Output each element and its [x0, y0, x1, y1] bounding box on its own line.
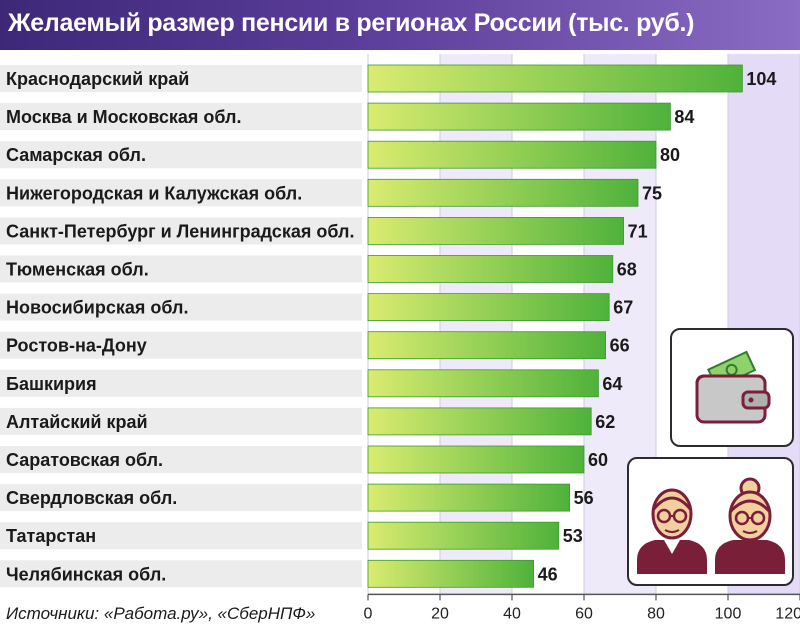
- elderly-couple-icon: [637, 474, 785, 574]
- chart-rows: Краснодарский край 104 Москва и Московская…: [0, 64, 776, 588]
- bar: [367, 483, 571, 512]
- category-label: Санкт-Петербург и Ленинградская обл.: [6, 221, 354, 241]
- bar-row: Краснодарский край 104: [0, 64, 776, 93]
- bar: [367, 216, 625, 245]
- row-label-bg: [0, 255, 362, 283]
- value-label: 53: [563, 526, 583, 546]
- row-label-bg: [0, 407, 362, 435]
- value-label: 71: [628, 221, 648, 241]
- bar: [367, 178, 639, 207]
- title-bar: Желаемый размер пенсии в регионах России…: [0, 0, 800, 50]
- value-label: 75: [642, 183, 662, 203]
- bar-row: Санкт-Петербург и Ленинградская обл. 71: [0, 216, 648, 245]
- category-label: Татарстан: [6, 526, 96, 546]
- row-label-bg: [0, 522, 362, 550]
- bar-row: Саратовская обл. 60: [0, 445, 608, 474]
- bar-row: Нижегородская и Калужская обл. 75: [0, 178, 662, 207]
- category-label: Свердловская обл.: [6, 488, 177, 508]
- bar-row: Челябинская обл. 46: [0, 559, 558, 588]
- value-label: 80: [660, 145, 680, 165]
- value-label: 67: [613, 298, 633, 318]
- bar: [367, 521, 560, 550]
- wallet-icon: [687, 348, 777, 428]
- value-label: 56: [574, 488, 594, 508]
- row-label-bg: [0, 65, 362, 92]
- bar-row: Москва и Московская обл. 84: [0, 102, 694, 131]
- category-label: Тюменская обл.: [6, 260, 149, 280]
- value-label: 60: [588, 450, 608, 470]
- x-tick-label: 100: [715, 605, 742, 622]
- x-tick-label: 80: [647, 605, 665, 622]
- x-tick-label: 120: [775, 605, 800, 622]
- bar: [367, 140, 657, 169]
- chart-title: Желаемый размер пенсии в регионах России…: [8, 9, 695, 37]
- bar-row: Тюменская обл. 68: [0, 255, 637, 283]
- category-label: Башкирия: [6, 374, 97, 394]
- row-label-bg: [0, 217, 362, 245]
- category-label: Алтайский край: [6, 412, 148, 432]
- category-label: Москва и Московская обл.: [6, 107, 241, 127]
- x-tick-label: 20: [431, 605, 449, 622]
- category-label: Нижегородская и Калужская обл.: [6, 183, 302, 203]
- value-label: 104: [746, 69, 776, 89]
- row-label-bg: [0, 484, 362, 512]
- source-note: Источники: «Работа.ру», «СберНПФ»: [6, 604, 316, 623]
- bar: [367, 407, 592, 436]
- row-label-bg: [0, 369, 362, 397]
- x-tick-label: 0: [364, 605, 373, 622]
- grid-band: [440, 54, 512, 595]
- bar: [367, 255, 614, 283]
- category-label: Новосибирская обл.: [6, 298, 188, 318]
- bar: [367, 559, 535, 588]
- value-label: 68: [617, 260, 637, 280]
- category-label: Краснодарский край: [6, 69, 189, 89]
- bar: [367, 331, 607, 360]
- value-label: 84: [674, 107, 694, 127]
- row-label-bg: [0, 141, 362, 169]
- category-label: Самарская обл.: [6, 145, 146, 165]
- row-label-bg: [0, 293, 362, 321]
- bar-row: Ростов-на-Дону 66: [0, 331, 630, 360]
- bar: [367, 64, 743, 93]
- value-label: 64: [602, 374, 622, 394]
- category-label: Саратовская обл.: [6, 450, 163, 470]
- x-tick-label: 40: [503, 605, 521, 622]
- bar-row: Башкирия 64: [0, 369, 622, 398]
- bar: [367, 369, 599, 398]
- bar-row: Самарская обл. 80: [0, 140, 680, 169]
- bar-row: Татарстан 53: [0, 521, 583, 550]
- category-label: Челябинская обл.: [6, 564, 166, 584]
- x-axis: 0 20 40 60 80 100 120: [364, 593, 800, 622]
- value-label: 66: [610, 336, 630, 356]
- row-label-bg: [0, 331, 362, 359]
- bar-row: Алтайский край 62: [0, 407, 615, 436]
- bar: [367, 293, 610, 322]
- bar: [367, 102, 671, 131]
- category-label: Ростов-на-Дону: [6, 336, 147, 356]
- row-label-bg: [0, 446, 362, 473]
- bar-row: Новосибирская обл. 67: [0, 293, 633, 322]
- bar: [367, 445, 585, 474]
- value-label: 62: [595, 412, 615, 432]
- row-label-bg: [0, 103, 362, 131]
- pensioners-card: [627, 457, 794, 586]
- row-label-bg: [0, 179, 362, 207]
- row-label-bg: [0, 560, 362, 588]
- value-label: 46: [538, 564, 558, 584]
- bar-row: Свердловская обл. 56: [0, 483, 594, 512]
- wallet-card: [670, 328, 794, 447]
- x-tick-label: 60: [575, 605, 593, 622]
